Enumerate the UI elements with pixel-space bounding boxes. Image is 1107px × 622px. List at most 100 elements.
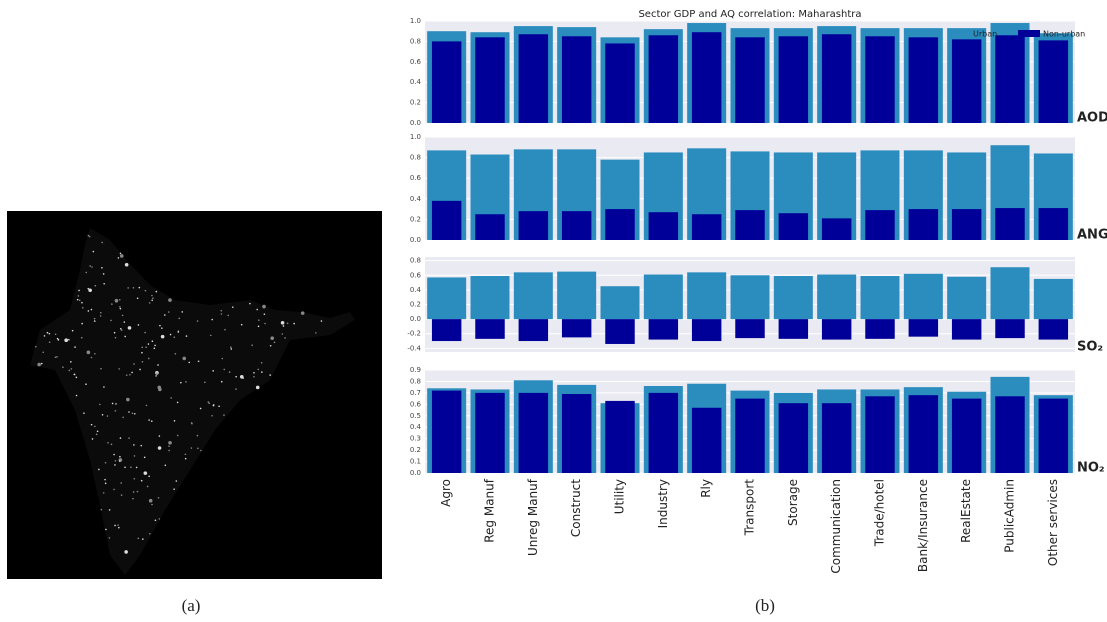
map-light bbox=[137, 538, 139, 540]
bar bbox=[1039, 399, 1068, 473]
map-light bbox=[124, 550, 128, 554]
map-light bbox=[261, 362, 263, 364]
map-light bbox=[125, 263, 129, 267]
map-light bbox=[94, 426, 96, 428]
map-light bbox=[168, 441, 172, 445]
map-light bbox=[269, 374, 271, 376]
map-light bbox=[148, 419, 150, 421]
map-light bbox=[127, 287, 129, 289]
map-light bbox=[274, 342, 276, 344]
bar bbox=[865, 36, 894, 123]
map-light bbox=[261, 371, 263, 373]
map-light bbox=[178, 318, 180, 320]
map-light bbox=[284, 337, 286, 339]
map-light bbox=[97, 431, 99, 433]
map-light bbox=[122, 315, 124, 317]
map-light bbox=[128, 411, 130, 413]
map-light bbox=[64, 338, 68, 342]
map-light bbox=[253, 372, 255, 374]
x-tick-label: Storage bbox=[786, 479, 800, 526]
y-tick-label: 0.4 bbox=[410, 78, 422, 86]
map-light bbox=[98, 469, 100, 471]
map-light bbox=[87, 351, 91, 355]
map-light bbox=[126, 398, 130, 402]
map-light bbox=[120, 252, 122, 254]
bar bbox=[822, 34, 851, 123]
bar bbox=[735, 399, 764, 473]
map-light bbox=[120, 308, 122, 310]
map-light bbox=[115, 410, 117, 412]
x-tick-label: RealEstate bbox=[959, 479, 973, 543]
bar bbox=[995, 319, 1024, 338]
map-light bbox=[111, 303, 113, 305]
map-light bbox=[149, 499, 153, 503]
map-light bbox=[155, 519, 157, 521]
map-light bbox=[253, 376, 255, 378]
map-light bbox=[144, 457, 146, 459]
x-tick-label: Reg Manuf bbox=[483, 478, 497, 543]
map-light bbox=[114, 464, 116, 466]
bar bbox=[562, 394, 591, 473]
map-light bbox=[91, 357, 93, 359]
map-light bbox=[235, 388, 237, 390]
map-light bbox=[173, 488, 175, 490]
map-light bbox=[159, 518, 161, 520]
bar bbox=[995, 396, 1024, 473]
bar bbox=[822, 319, 851, 339]
bar bbox=[519, 34, 548, 123]
map-light bbox=[168, 445, 170, 447]
map-light bbox=[262, 305, 266, 309]
map-light bbox=[161, 335, 165, 339]
map-light bbox=[81, 302, 83, 304]
y-tick-label: 0.4 bbox=[410, 286, 422, 294]
bar bbox=[649, 212, 678, 240]
map-light bbox=[301, 311, 305, 315]
map-light bbox=[58, 339, 60, 341]
map-light bbox=[222, 358, 224, 360]
bar bbox=[605, 319, 634, 344]
map-light bbox=[96, 434, 98, 436]
map-light bbox=[158, 446, 162, 450]
legend-label: Non-urban bbox=[1043, 30, 1085, 39]
map-light bbox=[134, 455, 136, 457]
map-light bbox=[103, 492, 105, 494]
map-light bbox=[213, 404, 215, 406]
bar bbox=[822, 403, 851, 473]
y-tick-label: 0.6 bbox=[410, 58, 422, 66]
map-light bbox=[157, 364, 159, 366]
map-light bbox=[256, 386, 260, 390]
bar bbox=[432, 41, 461, 123]
bar bbox=[1034, 279, 1073, 319]
map-light bbox=[42, 351, 44, 353]
map-light bbox=[49, 341, 51, 343]
bar bbox=[562, 319, 591, 337]
map-light bbox=[68, 370, 70, 372]
map-light bbox=[168, 311, 170, 313]
map-light bbox=[257, 369, 259, 371]
map-light bbox=[218, 406, 220, 408]
y-tick-label: 0.2 bbox=[410, 446, 421, 454]
map-light bbox=[204, 381, 206, 383]
map-light bbox=[258, 326, 260, 328]
map-light bbox=[191, 447, 193, 449]
map-light bbox=[152, 297, 154, 299]
map-light bbox=[126, 374, 128, 376]
bar bbox=[779, 319, 808, 339]
map-light bbox=[124, 336, 126, 338]
night-light-map bbox=[7, 211, 382, 579]
bar bbox=[475, 393, 504, 473]
map-light bbox=[168, 450, 170, 452]
x-tick-label: PublicAdmin bbox=[1003, 479, 1017, 553]
bar bbox=[557, 272, 596, 320]
map-light bbox=[155, 375, 157, 377]
bar bbox=[605, 43, 634, 123]
map-light bbox=[151, 295, 153, 297]
map-light bbox=[44, 335, 46, 337]
y-tick-label: 0.8 bbox=[410, 257, 421, 265]
bar bbox=[865, 396, 894, 473]
map-light bbox=[118, 368, 120, 370]
bar bbox=[947, 277, 986, 319]
map-light bbox=[113, 489, 115, 491]
map-light bbox=[88, 288, 92, 292]
map-light bbox=[240, 375, 244, 379]
